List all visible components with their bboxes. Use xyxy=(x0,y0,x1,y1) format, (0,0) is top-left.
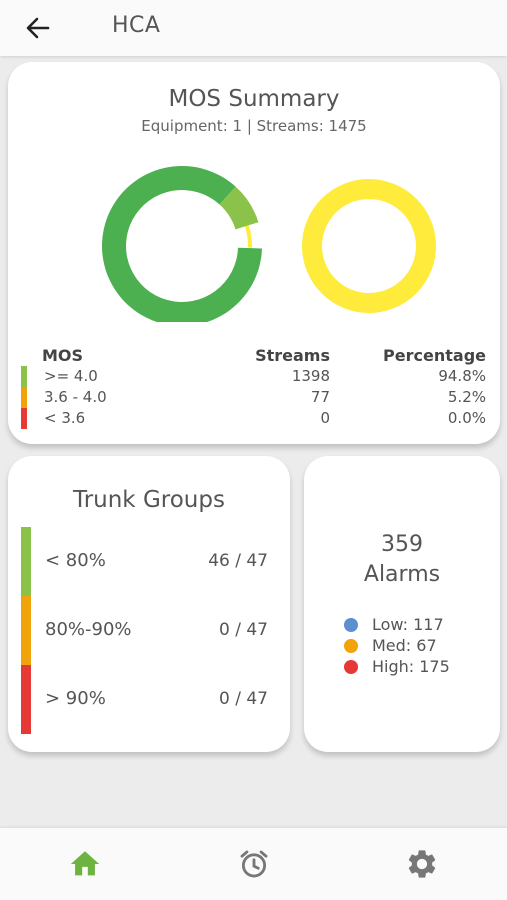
trunk-label-low: < 80% xyxy=(45,550,106,571)
ring-0-segment-2 xyxy=(245,225,252,248)
trunk-groups-card[interactable]: Trunk Groups < 80% 46 / 47 80%-90% 0 / 4… xyxy=(8,456,290,752)
bottom-navigation xyxy=(0,828,507,900)
percentage-medium: 5.2% xyxy=(447,388,486,406)
ring-0-segment-1 xyxy=(219,186,259,230)
back-button[interactable] xyxy=(22,14,54,42)
app-bar: HCA xyxy=(0,0,507,56)
mos-column-header: MOS xyxy=(42,346,84,365)
trunk-groups-title: Trunk Groups xyxy=(73,487,225,513)
alarm-high-text: High: 175 xyxy=(372,657,450,676)
percentage-good: 94.8% xyxy=(438,367,486,385)
ring-0-segment-0 xyxy=(102,166,262,322)
trunk-label-medium: 80%-90% xyxy=(45,619,132,640)
alarm-high: High: 175 xyxy=(344,657,450,676)
mos-summary-subtitle: Equipment: 1 | Streams: 1475 xyxy=(141,117,367,135)
page-title: HCA xyxy=(112,13,161,38)
trunk-value-medium: 0 / 47 xyxy=(219,620,268,640)
home-icon xyxy=(70,851,100,876)
trunk-bar-high xyxy=(21,665,31,734)
nav-alarms-button[interactable] xyxy=(237,847,271,881)
trunk-value-high: 0 / 47 xyxy=(219,689,268,709)
gear-icon xyxy=(408,850,436,878)
mos-range-poor: < 3.6 xyxy=(44,409,86,427)
percentage-column-header: Percentage xyxy=(383,346,486,365)
trunk-label-high: > 90% xyxy=(45,688,106,709)
alarm-low-text: Low: 117 xyxy=(372,615,444,634)
alarm-clock-icon xyxy=(240,850,268,878)
streams-column-header: Streams xyxy=(255,346,330,365)
legend-bar-poor xyxy=(21,408,27,429)
arrow-left-icon xyxy=(26,17,50,39)
legend-bar-good xyxy=(21,366,27,387)
trunk-bar-low xyxy=(21,527,31,596)
alarm-count: 359 xyxy=(381,532,423,557)
mos-range-good: >= 4.0 xyxy=(44,367,98,385)
percentage-poor: 0.0% xyxy=(447,409,486,427)
trunk-value-low: 46 / 47 xyxy=(208,551,268,571)
alarm-label: Alarms xyxy=(363,562,441,587)
streams-medium: 77 xyxy=(310,388,330,406)
mos-summary-title: MOS Summary xyxy=(168,86,340,112)
mos-range-medium: 3.6 - 4.0 xyxy=(44,388,107,406)
mos-summary-card[interactable]: MOS Summary Equipment: 1 | Streams: 1475… xyxy=(8,62,500,444)
alarm-low-dot xyxy=(344,617,358,632)
alarm-medium-dot xyxy=(344,638,358,653)
nav-home-button[interactable] xyxy=(68,847,102,881)
alarms-card[interactable]: 359 Alarms Low: 117 Med: 67 High: 175 xyxy=(304,456,500,752)
streams-poor: 0 xyxy=(320,409,330,427)
ring-1-segment-0 xyxy=(302,179,436,313)
trunk-bar-medium xyxy=(21,596,31,665)
alarm-low: Low: 117 xyxy=(344,615,444,634)
alarm-medium-text: Med: 67 xyxy=(372,636,437,655)
alarm-high-dot xyxy=(344,659,358,674)
legend-bar-medium xyxy=(21,387,27,408)
nav-settings-button[interactable] xyxy=(405,847,439,881)
mos-donut-charts xyxy=(102,166,436,322)
streams-good: 1398 xyxy=(291,367,330,385)
alarm-medium: Med: 67 xyxy=(344,636,437,655)
